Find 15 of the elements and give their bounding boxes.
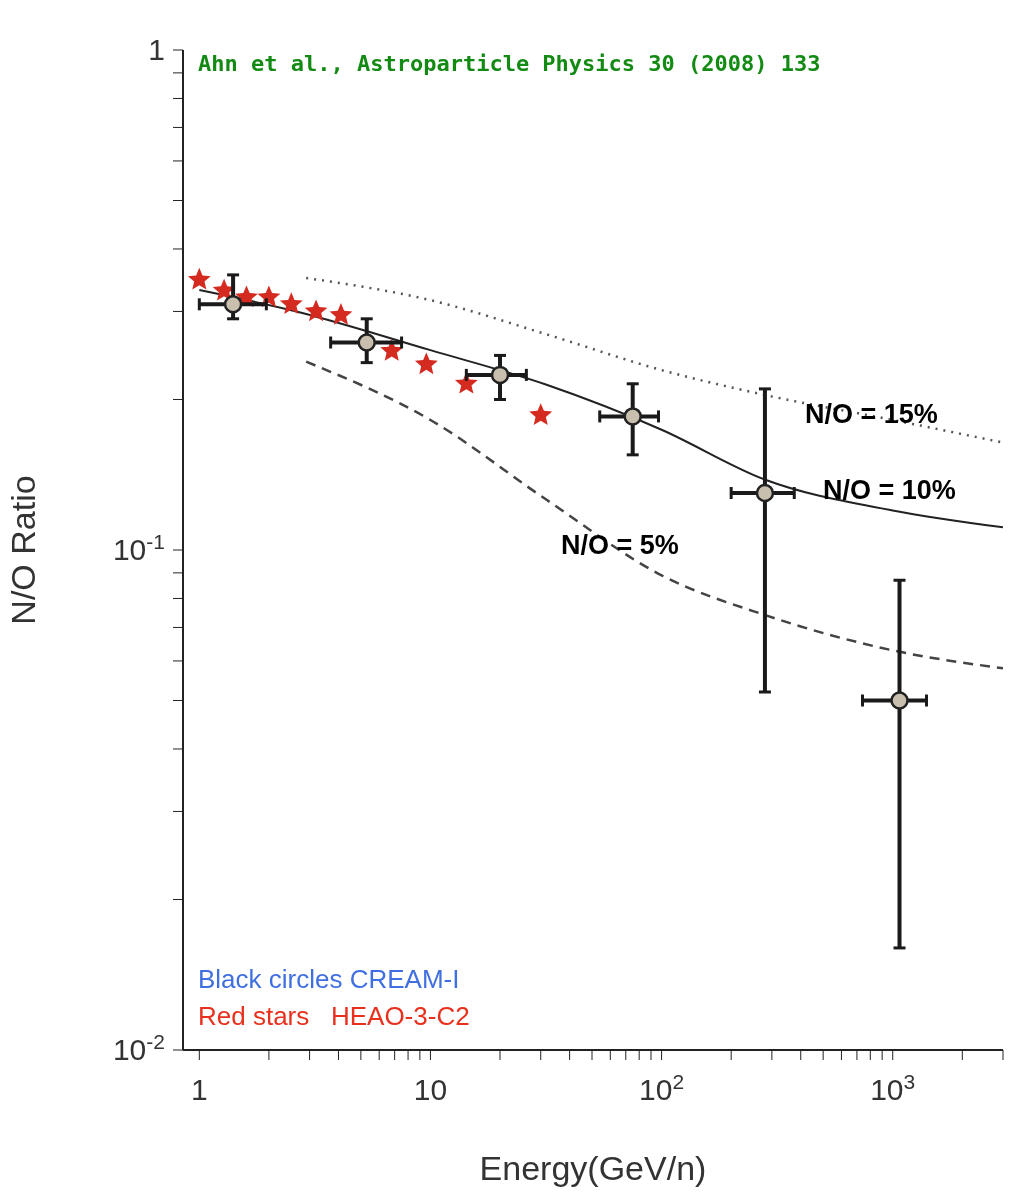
annotation: N/O = 10% xyxy=(823,475,956,506)
annotation: Red stars HEAO-3-C2 xyxy=(198,1001,470,1031)
annotation: Black circles CREAM-I xyxy=(198,964,460,994)
x-tick-label: 1 xyxy=(190,1073,208,1106)
annotation: N/O = 5% xyxy=(561,530,679,561)
annotation: Ahn et al., Astroparticle Physics 30 (2008) 133 xyxy=(198,51,821,77)
y-tick-label: 10$^{-2}$ xyxy=(112,1029,165,1066)
x-tick-label: 10 xyxy=(413,1073,448,1106)
y-axis-title: N/O Ratio xyxy=(4,475,43,625)
y-tick-label: 1 xyxy=(148,33,165,66)
x-tick-label: 10$^{3}$ xyxy=(870,1069,916,1106)
annotation: N/O = 15% xyxy=(805,399,938,430)
y-tick-label: 10$^{-1}$ xyxy=(112,529,165,566)
x-tick-label: 10$^{2}$ xyxy=(639,1069,685,1106)
x-axis-title: Energy(GeV/n) xyxy=(479,1149,707,1187)
